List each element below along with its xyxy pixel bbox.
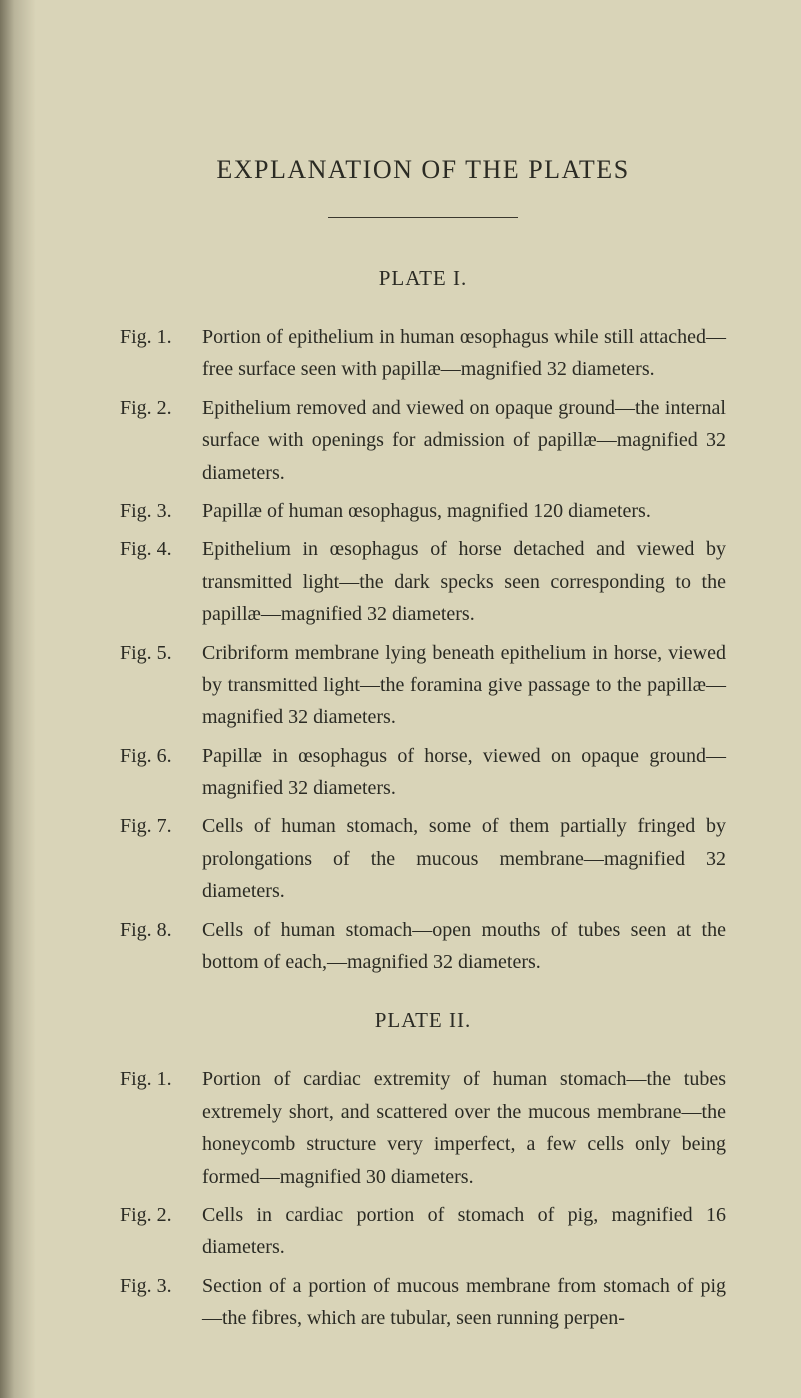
figure-entry: Fig. 3. Papillæ of human œsophagus, magn…	[120, 495, 726, 527]
figure-text: Papillæ in œsophagus of horse, viewed on…	[202, 740, 726, 805]
figure-text: Epithelium removed and viewed on opaque …	[202, 392, 726, 489]
figure-text: Section of a portion of mucous membrane …	[202, 1270, 726, 1335]
figure-entry: Fig. 1. Portion of epithelium in human œ…	[120, 321, 726, 386]
figure-label: Fig. 3.	[120, 495, 202, 527]
title-rule	[328, 217, 518, 218]
figure-entry: Fig. 2. Cells in cardiac portion of stom…	[120, 1199, 726, 1264]
figure-label: Fig. 3.	[120, 1270, 202, 1335]
figure-text: Portion of epithelium in human œsophagus…	[202, 321, 726, 386]
page-content: EXPLANATION OF THE PLATES PLATE I. Fig. …	[0, 0, 801, 1381]
page-title: EXPLANATION OF THE PLATES	[120, 155, 726, 185]
figure-text: Cribriform membrane lying beneath epithe…	[202, 637, 726, 734]
figure-label: Fig. 8.	[120, 914, 202, 979]
plate-1-entries: Fig. 1. Portion of epithelium in human œ…	[120, 321, 726, 978]
figure-entry: Fig. 8. Cells of human stomach—open mout…	[120, 914, 726, 979]
figure-label: Fig. 2.	[120, 1199, 202, 1264]
figure-label: Fig. 4.	[120, 533, 202, 630]
plate-heading-2: PLATE II.	[120, 1008, 726, 1033]
figure-entry: Fig. 3. Section of a portion of mucous m…	[120, 1270, 726, 1335]
figure-entry: Fig. 2. Epithelium removed and viewed on…	[120, 392, 726, 489]
figure-text: Epithelium in œsophagus of horse detache…	[202, 533, 726, 630]
figure-entry: Fig. 5. Cribriform membrane lying beneat…	[120, 637, 726, 734]
figure-label: Fig. 1.	[120, 321, 202, 386]
figure-text: Cells of human stomach—open mouths of tu…	[202, 914, 726, 979]
figure-label: Fig. 5.	[120, 637, 202, 734]
figure-label: Fig. 1.	[120, 1063, 202, 1193]
figure-entry: Fig. 1. Portion of cardiac extremity of …	[120, 1063, 726, 1193]
figure-text: Papillæ of human œsophagus, magnified 12…	[202, 495, 726, 527]
figure-label: Fig. 7.	[120, 810, 202, 907]
figure-text: Portion of cardiac extremity of human st…	[202, 1063, 726, 1193]
figure-entry: Fig. 7. Cells of human stomach, some of …	[120, 810, 726, 907]
figure-text: Cells of human stomach, some of them par…	[202, 810, 726, 907]
plate-2-entries: Fig. 1. Portion of cardiac extremity of …	[120, 1063, 726, 1334]
figure-label: Fig. 2.	[120, 392, 202, 489]
plate-2-block: PLATE II. Fig. 1. Portion of cardiac ext…	[120, 1008, 726, 1334]
figure-entry: Fig. 4. Epithelium in œsophagus of horse…	[120, 533, 726, 630]
figure-entry: Fig. 6. Papillæ in œsophagus of horse, v…	[120, 740, 726, 805]
figure-text: Cells in cardiac portion of stomach of p…	[202, 1199, 726, 1264]
plate-heading-1: PLATE I.	[120, 266, 726, 291]
figure-label: Fig. 6.	[120, 740, 202, 805]
